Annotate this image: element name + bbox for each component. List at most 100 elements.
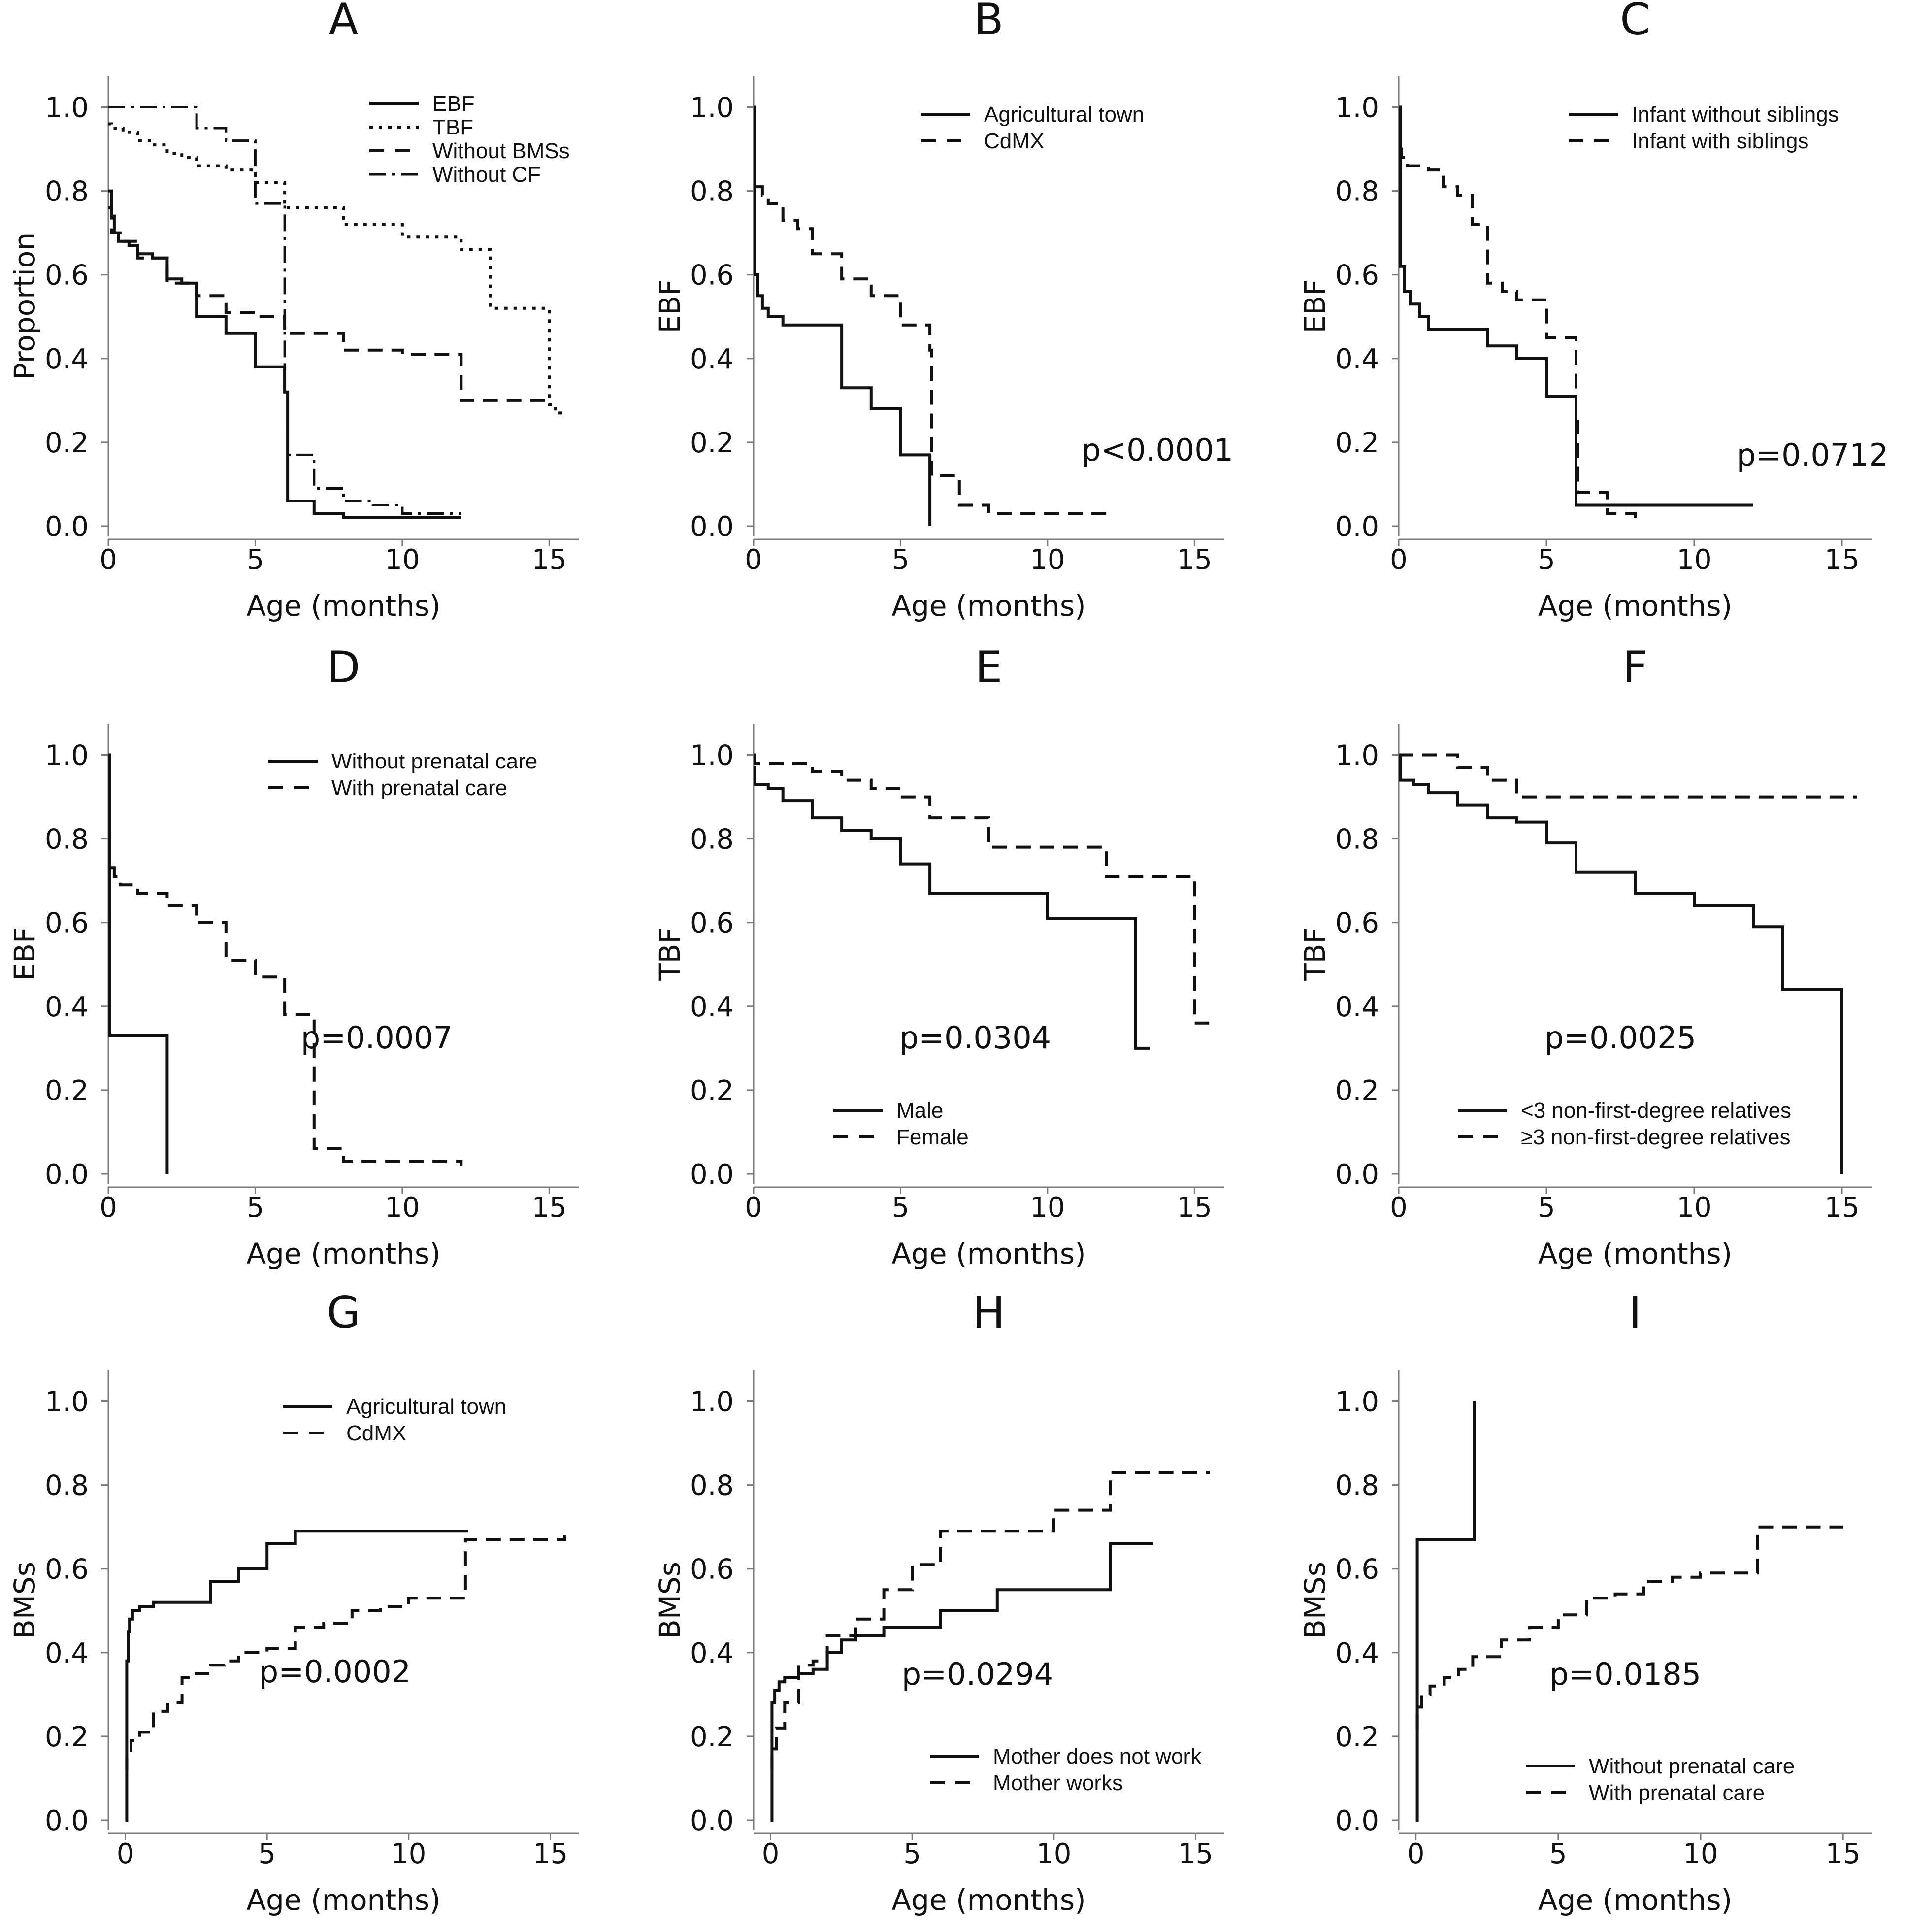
y-tick-label: 0.4	[690, 991, 734, 1023]
y-tick-label: 0.6	[45, 1554, 89, 1586]
series-line-with-prenatal-care	[108, 845, 463, 1166]
panel-title: C	[1620, 0, 1650, 45]
x-tick-label: 10	[1676, 544, 1711, 576]
x-tick-label: 5	[258, 1838, 276, 1870]
legend-label: Infant with siblings	[1632, 129, 1809, 153]
legend-label: Agricultural town	[346, 1395, 506, 1419]
y-axis-label: EBF	[8, 927, 41, 981]
p-value-annotation: p=0.0185	[1549, 1656, 1701, 1692]
y-tick-label: 0.2	[690, 427, 734, 459]
legend-label: <3 non-first-degree relatives	[1521, 1099, 1791, 1123]
x-tick-label: 10	[1036, 1838, 1071, 1870]
p-value-annotation: p=0.0025	[1544, 1020, 1696, 1056]
y-tick-label: 1.0	[690, 1386, 734, 1418]
y-tick-label: 0.4	[1335, 991, 1379, 1023]
y-tick-label: 0.6	[45, 260, 89, 292]
y-tick-label: 0.6	[1335, 260, 1379, 292]
panel-title: H	[972, 1287, 1005, 1338]
y-tick-label: 0.0	[690, 511, 734, 543]
p-value-annotation: p=0.0002	[259, 1654, 411, 1690]
panel-F: F 0.0 0.2 0.4 0.6 0.8 1.0 0 5 10 15 Age (months) TBF…	[1298, 642, 1872, 1270]
x-tick-label: 10	[1030, 1192, 1065, 1224]
x-tick-label: 5	[892, 544, 910, 576]
x-tick-label: 15	[1824, 544, 1859, 576]
legend-label: Male	[896, 1099, 943, 1123]
x-tick-label: 10	[391, 1838, 426, 1870]
x-tick-label: 5	[903, 1838, 921, 1870]
panel-D: D 0.0 0.2 0.4 0.6 0.8 1.0 0 5 10 15 Age (months) EBF…	[8, 642, 579, 1270]
x-tick-label: 15	[1177, 544, 1212, 576]
x-tick-label: 15	[1826, 1838, 1861, 1870]
legend-label: Mother works	[993, 1771, 1123, 1795]
panel-title: A	[328, 0, 358, 45]
series-line-cdmx	[125, 1535, 566, 1771]
series-line-without-prenatal-care	[1415, 1401, 1476, 1822]
p-value-annotation: p=0.0294	[902, 1656, 1053, 1692]
y-tick-label: 0.8	[690, 1470, 734, 1502]
y-tick-label: 0.6	[1335, 907, 1379, 939]
x-tick-label: 0	[99, 1192, 117, 1224]
series-line-female	[754, 753, 1210, 1025]
series-line-without-cf	[108, 106, 461, 515]
x-axis-label: Age (months)	[891, 589, 1085, 623]
y-tick-label: 0.4	[690, 343, 734, 375]
legend-label: EBF	[432, 92, 475, 116]
series-line-without-prenatal-care	[108, 753, 169, 1174]
y-tick-label: 0.4	[45, 1637, 89, 1669]
x-tick-label: 0	[1390, 544, 1408, 576]
panel-title: I	[1629, 1287, 1642, 1338]
y-tick-label: 1.0	[690, 740, 734, 772]
y-axis-label: BMSs	[653, 1562, 687, 1639]
p-value-annotation: p=0.0712	[1737, 437, 1888, 473]
y-tick-label: 0.0	[1335, 1159, 1379, 1191]
x-axis-label: Age (months)	[891, 1883, 1085, 1917]
y-axis-label: EBF	[653, 279, 687, 333]
legend-label: Infant without siblings	[1632, 102, 1839, 127]
y-tick-label: 0.0	[690, 1159, 734, 1191]
panel-I: I 0.0 0.2 0.4 0.6 0.8 1.0 0 5 10 15 Age (months) BMS…	[1298, 1287, 1872, 1917]
y-tick-label: 0.6	[1335, 1554, 1379, 1586]
series-line-mother-works	[770, 1471, 1210, 1771]
x-tick-label: 10	[385, 544, 420, 576]
x-axis-label: Age (months)	[246, 1883, 440, 1917]
x-tick-label: 15	[1824, 1192, 1859, 1224]
panel-E: E 0.0 0.2 0.4 0.6 0.8 1.0 0 5 10 15 Age (months) TBF…	[653, 642, 1224, 1270]
p-value-annotation: p<0.0001	[1082, 432, 1233, 468]
y-tick-label: 0.0	[1335, 1805, 1379, 1837]
y-tick-label: 0.4	[45, 343, 89, 375]
x-tick-label: 0	[745, 1192, 762, 1224]
y-tick-label: 0.8	[45, 176, 89, 208]
x-tick-label: 0	[1390, 1192, 1408, 1224]
y-axis-label: BMSs	[8, 1562, 41, 1639]
y-tick-label: 0.0	[45, 1805, 89, 1837]
y-tick-label: 0.2	[690, 1075, 734, 1107]
x-tick-label: 15	[1178, 1838, 1213, 1870]
legend-label: Female	[896, 1125, 969, 1149]
y-tick-label: 0.0	[45, 511, 89, 543]
y-tick-label: 0.2	[1335, 1721, 1379, 1753]
x-axis-label: Age (months)	[891, 1237, 1085, 1270]
x-tick-label: 5	[247, 544, 264, 576]
x-tick-label: 15	[532, 544, 567, 576]
y-tick-label: 0.4	[1335, 1637, 1379, 1669]
series-line-with-prenatal-care	[1415, 1525, 1843, 1730]
series-line--3-non-first-degree-relatives	[1399, 753, 1843, 1174]
legend-label: ≥3 non-first-degree relatives	[1521, 1125, 1791, 1149]
series-line-infant-with-siblings	[1399, 147, 1637, 518]
legend-label: CdMX	[984, 129, 1044, 153]
x-tick-label: 0	[1407, 1838, 1425, 1870]
y-tick-label: 0.2	[45, 427, 89, 459]
y-tick-label: 0.0	[45, 1159, 89, 1191]
x-tick-label: 5	[892, 1192, 910, 1224]
series-line-infant-without-siblings	[1399, 105, 1753, 507]
y-tick-label: 0.6	[690, 260, 734, 292]
y-tick-label: 0.8	[1335, 824, 1379, 856]
legend-label: Without BMSs	[432, 139, 570, 163]
y-tick-label: 0.8	[1335, 176, 1379, 208]
legend-label: Without prenatal care	[331, 749, 537, 773]
y-tick-label: 0.8	[690, 176, 734, 208]
